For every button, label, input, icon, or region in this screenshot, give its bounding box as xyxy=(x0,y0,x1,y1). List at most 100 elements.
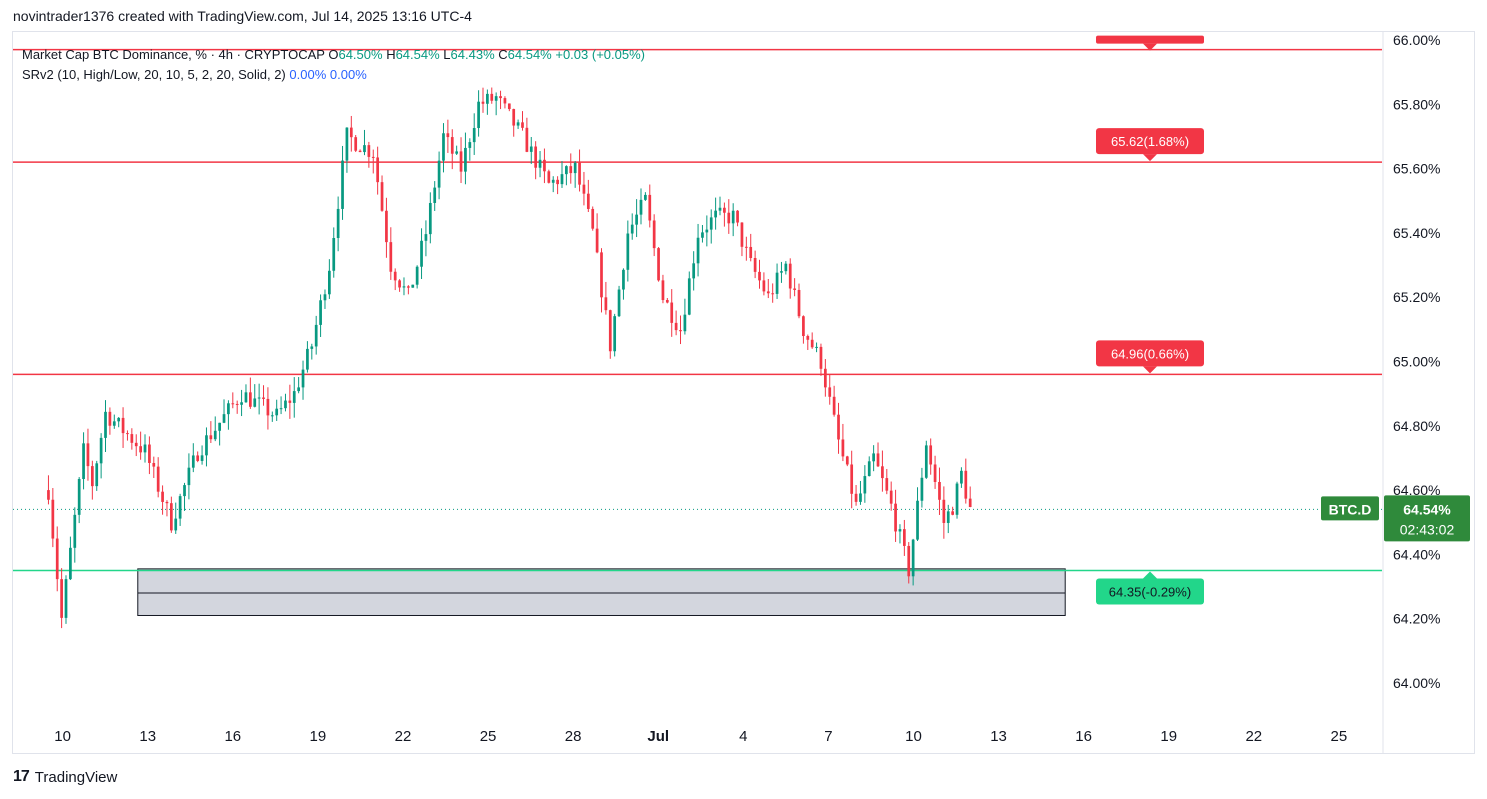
candle-body xyxy=(437,160,441,188)
candle-body xyxy=(802,316,805,337)
candle-body xyxy=(209,435,213,440)
resistance-label-bg xyxy=(1096,128,1204,155)
candle-body xyxy=(687,278,691,315)
candle-body xyxy=(881,466,884,479)
candle-body xyxy=(521,122,524,128)
legend-high-label: H xyxy=(386,47,396,62)
candle-body xyxy=(644,194,647,200)
candle-body xyxy=(815,346,818,348)
candle-body xyxy=(411,284,415,288)
candle-body xyxy=(556,179,559,185)
candle-body xyxy=(371,156,375,158)
candle-body xyxy=(442,133,445,161)
candle-body xyxy=(639,199,643,215)
legend-indicator-line[interactable]: SRv2 (10, High/Low, 20, 10, 5, 2, 20, So… xyxy=(22,65,645,85)
candle-body xyxy=(626,233,630,270)
candle-body xyxy=(134,442,138,447)
candle-body xyxy=(841,439,845,457)
candle-body xyxy=(112,421,116,426)
y-axis-tick-label: 64.00% xyxy=(1393,675,1440,691)
candle-body xyxy=(336,208,340,238)
candle-body xyxy=(472,128,476,143)
chart-frame xyxy=(12,31,1475,754)
x-axis-tick-label: 22 xyxy=(395,728,412,745)
candle-body xyxy=(266,398,270,416)
candle-body xyxy=(455,151,459,154)
candle-body xyxy=(139,446,142,453)
candle-body xyxy=(525,127,529,152)
candle-body xyxy=(573,162,577,174)
candle-body xyxy=(718,207,722,211)
candle-body xyxy=(859,493,862,502)
legend-series-line[interactable]: Market Cap BTC Dominance, % · 4h · CRYPT… xyxy=(22,45,645,65)
candle-body xyxy=(393,271,397,281)
candle-body xyxy=(503,98,507,104)
candle-body xyxy=(661,280,665,301)
legend-low-label: L xyxy=(443,47,451,62)
candle-body xyxy=(464,147,467,172)
candle-body xyxy=(323,294,327,301)
candle-body xyxy=(165,501,169,504)
candle-body xyxy=(894,503,897,532)
candle-body xyxy=(889,490,893,504)
x-axis-tick-label: 16 xyxy=(224,728,241,745)
candle-body xyxy=(64,579,68,618)
tradingview-logo-icon: 17 xyxy=(13,768,30,785)
candle-body xyxy=(679,330,682,332)
support-label-pointer xyxy=(1143,571,1157,579)
legend-change-value: +0.03 (+0.05%) xyxy=(555,47,645,62)
candle-body xyxy=(279,408,283,410)
candle-body xyxy=(222,414,226,423)
candle-body xyxy=(90,466,94,487)
candle-body xyxy=(376,157,380,183)
candle-body xyxy=(797,289,801,317)
candle-body xyxy=(560,174,564,185)
candle-body xyxy=(231,403,235,405)
candle-body xyxy=(126,433,129,435)
candle-body xyxy=(867,461,871,477)
candle-body xyxy=(578,162,581,185)
candle-body xyxy=(674,322,678,331)
resistance-label-bg xyxy=(1096,35,1204,44)
candle-body xyxy=(77,479,81,515)
y-axis-tick-label: 64.60% xyxy=(1393,482,1440,498)
candle-body xyxy=(635,214,638,225)
candle-body xyxy=(187,467,191,486)
candle-body xyxy=(143,444,147,453)
x-axis-tick-label: 10 xyxy=(54,728,71,745)
candle-body xyxy=(876,453,880,467)
candle-body xyxy=(591,208,595,229)
chart-attribution-header: novintrader1376 created with TradingView… xyxy=(13,8,472,24)
candle-body xyxy=(398,280,401,288)
last-price-label: 64.54% xyxy=(1403,501,1451,517)
candle-body xyxy=(898,529,902,532)
candle-body xyxy=(328,270,331,295)
candle-body xyxy=(749,246,753,259)
candle-body xyxy=(920,477,924,501)
candle-body xyxy=(248,392,252,407)
candle-body xyxy=(275,408,279,416)
candle-body xyxy=(828,387,832,397)
candle-body xyxy=(310,346,314,349)
resistance-label-pointer xyxy=(1143,154,1157,162)
candle-body xyxy=(227,403,230,415)
candle-body xyxy=(784,263,788,272)
candle-body xyxy=(499,96,502,99)
candle-body xyxy=(367,145,371,157)
candle-body xyxy=(288,400,292,403)
chart-legend: Market Cap BTC Dominance, % · 4h · CRYPT… xyxy=(22,45,645,85)
candle-body xyxy=(490,93,494,101)
candle-body xyxy=(736,210,739,223)
candle-body xyxy=(178,496,182,519)
symbol-tag: BTC.D xyxy=(1329,501,1372,517)
legend-open-value: 64.50% xyxy=(338,47,383,62)
candle-body xyxy=(389,242,393,272)
candle-body xyxy=(477,101,480,129)
tradingview-logo[interactable]: 17 TradingView xyxy=(13,768,117,786)
y-axis-tick-label: 65.00% xyxy=(1393,354,1440,370)
candle-body xyxy=(964,470,968,499)
candle-body xyxy=(174,518,178,531)
candle-body xyxy=(507,103,511,110)
candle-body xyxy=(916,500,919,540)
